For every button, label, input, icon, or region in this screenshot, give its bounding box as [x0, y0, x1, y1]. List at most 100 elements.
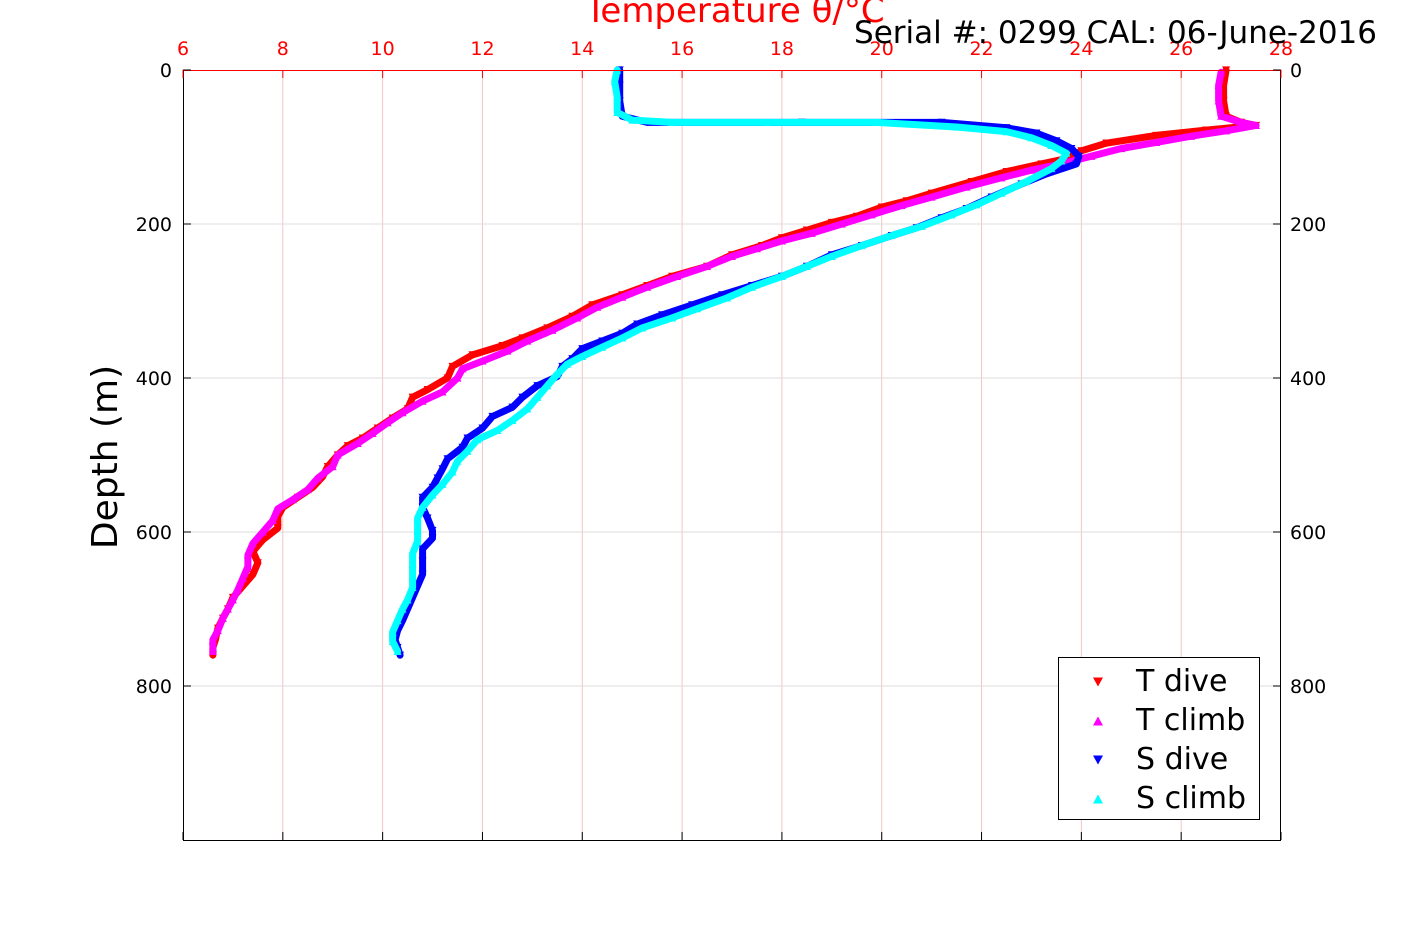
- x-tick-label: 20: [870, 38, 894, 60]
- data-point: [503, 347, 512, 355]
- chart-title: Temperature θ/°C: [584, 0, 884, 31]
- y-tick-label-left: 400: [136, 368, 172, 390]
- data-point: [610, 77, 619, 86]
- data-point: [413, 514, 422, 522]
- data-point: [693, 305, 702, 313]
- data-point: [408, 549, 417, 558]
- data-point: [1074, 152, 1083, 160]
- data-point: [238, 574, 247, 582]
- data-point: [1202, 126, 1211, 134]
- data-point: [543, 324, 552, 332]
- data-point: [947, 211, 956, 219]
- legend-marker: [1093, 794, 1103, 804]
- data-point: [668, 118, 677, 126]
- x-tick-label: 10: [371, 38, 395, 60]
- data-point: [408, 560, 417, 568]
- x-tick-label: 6: [177, 38, 189, 60]
- data-point: [448, 362, 457, 371]
- y-tick-label-right: 600: [1290, 522, 1326, 544]
- legend-label: T dive: [1135, 664, 1227, 699]
- series-t-climb: [208, 68, 1261, 655]
- data-point: [208, 636, 217, 644]
- data-point: [638, 324, 647, 332]
- data-point: [1214, 97, 1223, 105]
- data-point: [997, 189, 1006, 197]
- data-point: [563, 360, 572, 368]
- y-tick-label-left: 200: [136, 214, 172, 236]
- data-point: [1002, 168, 1011, 176]
- data-point: [762, 118, 771, 126]
- y-tick-label-left: 600: [136, 522, 172, 544]
- x-tick-label: 22: [969, 38, 993, 60]
- data-point: [777, 272, 786, 280]
- data-point: [917, 222, 926, 230]
- data-point: [228, 596, 237, 604]
- data-point: [488, 412, 497, 421]
- y-tick-label-right: 0: [1290, 60, 1302, 82]
- data-point: [618, 334, 627, 342]
- data-point: [1002, 124, 1011, 132]
- y-axis-label: Depth (m): [85, 365, 126, 549]
- legend-label: T climb: [1135, 703, 1245, 738]
- data-point: [408, 573, 417, 581]
- x-tick-label: 14: [570, 38, 594, 60]
- data-point: [1217, 112, 1226, 120]
- data-point: [1047, 141, 1056, 150]
- data-point: [588, 301, 597, 309]
- data-point: [972, 201, 981, 209]
- data-point: [877, 203, 886, 211]
- data-point: [857, 241, 866, 250]
- data-point: [428, 491, 437, 499]
- data-point: [543, 382, 552, 390]
- data-point: [303, 486, 312, 494]
- data-point: [523, 337, 532, 345]
- legend-marker: [1093, 677, 1103, 687]
- y-tick-label-right: 200: [1290, 214, 1326, 236]
- x-tick-label: 8: [277, 38, 289, 60]
- legend-label: S climb: [1136, 781, 1246, 816]
- serial-caption: Serial #: 0299 CAL: 06-June-2016: [854, 15, 1377, 51]
- data-point: [248, 570, 257, 578]
- data-point: [628, 116, 637, 124]
- data-point: [1047, 164, 1056, 173]
- data-point: [368, 429, 377, 438]
- data-point: [403, 596, 412, 604]
- data-point: [243, 563, 252, 571]
- data-point: [613, 108, 622, 116]
- y-tick-label-right: 800: [1290, 676, 1326, 698]
- data-point: [428, 534, 437, 542]
- data-point: [937, 118, 946, 126]
- series-s-climb: [388, 66, 1071, 655]
- data-point: [443, 374, 452, 382]
- y-tick-label-left: 800: [136, 676, 172, 698]
- data-point: [1117, 144, 1126, 153]
- data-point: [243, 551, 252, 559]
- data-point: [518, 334, 527, 342]
- data-point: [248, 539, 257, 548]
- data-point: [1152, 138, 1161, 146]
- data-point: [223, 605, 232, 613]
- y-tick-label-right: 400: [1290, 368, 1326, 390]
- data-point: [568, 312, 577, 320]
- data-point: [458, 443, 467, 451]
- data-point: [613, 93, 622, 101]
- data-point: [443, 455, 452, 463]
- data-point: [508, 403, 517, 411]
- data-point: [413, 526, 422, 535]
- data-point: [423, 385, 432, 394]
- data-point: [353, 439, 362, 448]
- data-point: [428, 483, 437, 491]
- data-point: [1022, 178, 1031, 186]
- data-point: [1067, 144, 1076, 153]
- data-point: [463, 447, 472, 455]
- data-point: [578, 352, 587, 361]
- data-point: [658, 311, 667, 319]
- data-point: [533, 382, 542, 390]
- data-point: [1027, 166, 1036, 174]
- data-point: [573, 314, 582, 322]
- data-point: [438, 480, 447, 488]
- data-point: [1027, 134, 1036, 142]
- data-point: [388, 628, 397, 636]
- legend-label: S dive: [1136, 742, 1228, 777]
